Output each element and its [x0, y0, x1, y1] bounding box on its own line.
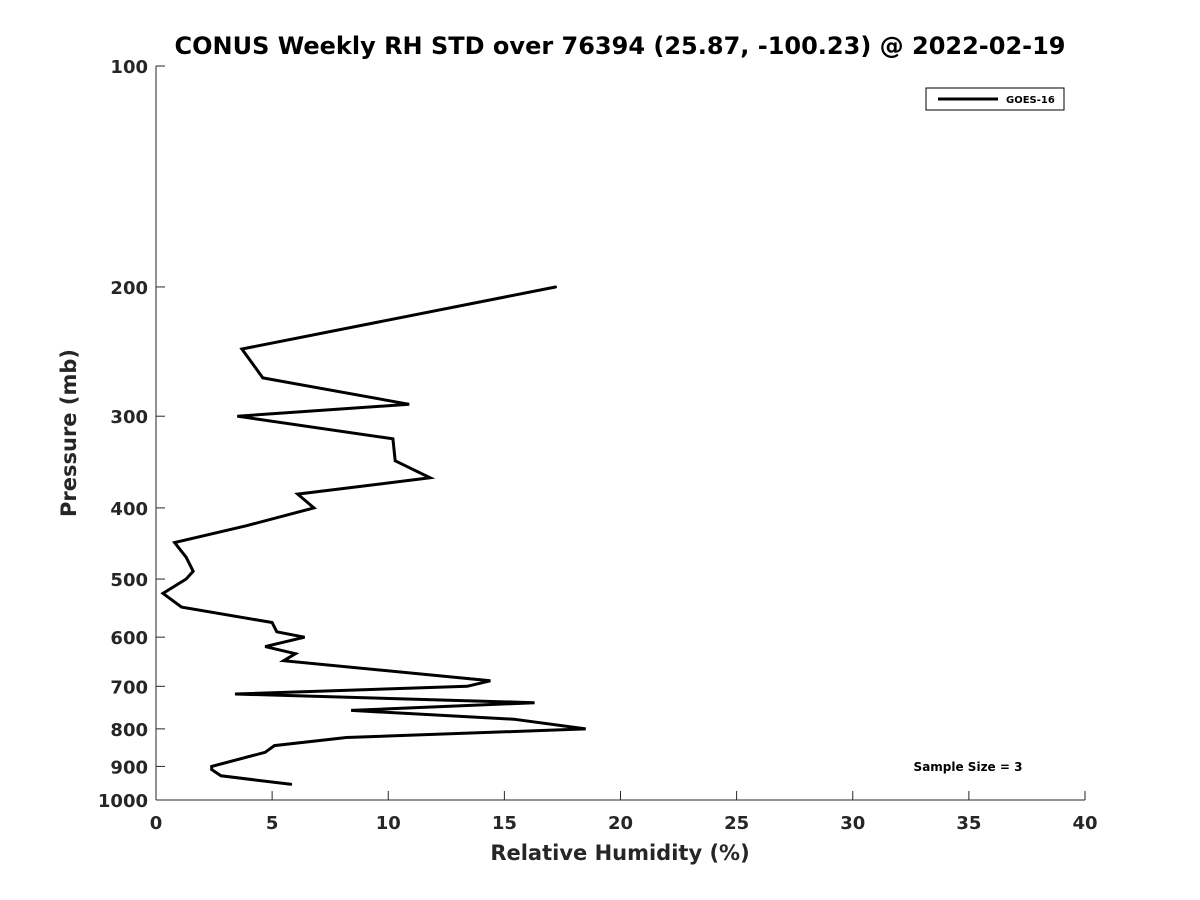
x-tick-label: 30 [840, 813, 865, 834]
y-tick-label: 100 [110, 57, 148, 78]
x-tick-label: 10 [376, 813, 401, 834]
x-tick-label: 15 [492, 813, 517, 834]
sample-size-annotation: Sample Size = 3 [914, 760, 1023, 774]
axis-ticks: 0 5 10 15 20 25 30 35 40 100 200 300 400 500 600 700 800… [98, 57, 1098, 834]
plot-axes [155, 66, 1085, 801]
x-axis-label: Relative Humidity (%) [490, 841, 749, 865]
y-tick-label: 500 [110, 570, 148, 591]
y-tick-label: 900 [110, 757, 148, 778]
chart-title: CONUS Weekly RH STD over 76394 (25.87, -… [174, 32, 1065, 60]
x-tick-label: 25 [724, 813, 749, 834]
y-tick-label: 200 [110, 278, 148, 299]
legend: GOES-16 [925, 87, 1065, 111]
series-line-goes-16 [160, 285, 586, 786]
y-axis-label: Pressure (mb) [57, 349, 81, 517]
y-tick-label: 1000 [98, 791, 148, 812]
data-series [160, 285, 586, 786]
y-tick-label: 700 [110, 677, 148, 698]
y-tick-label: 400 [110, 499, 148, 520]
y-tick-label: 300 [110, 407, 148, 428]
x-tick-label: 35 [956, 813, 981, 834]
y-tick-label: 800 [110, 720, 148, 741]
x-tick-label: 20 [608, 813, 633, 834]
x-tick-label: 40 [1072, 813, 1097, 834]
legend-entry-goes-16: GOES-16 [1006, 95, 1055, 106]
x-tick-label: 5 [266, 813, 279, 834]
x-tick-label: 0 [150, 813, 163, 834]
y-tick-label: 600 [110, 628, 148, 649]
